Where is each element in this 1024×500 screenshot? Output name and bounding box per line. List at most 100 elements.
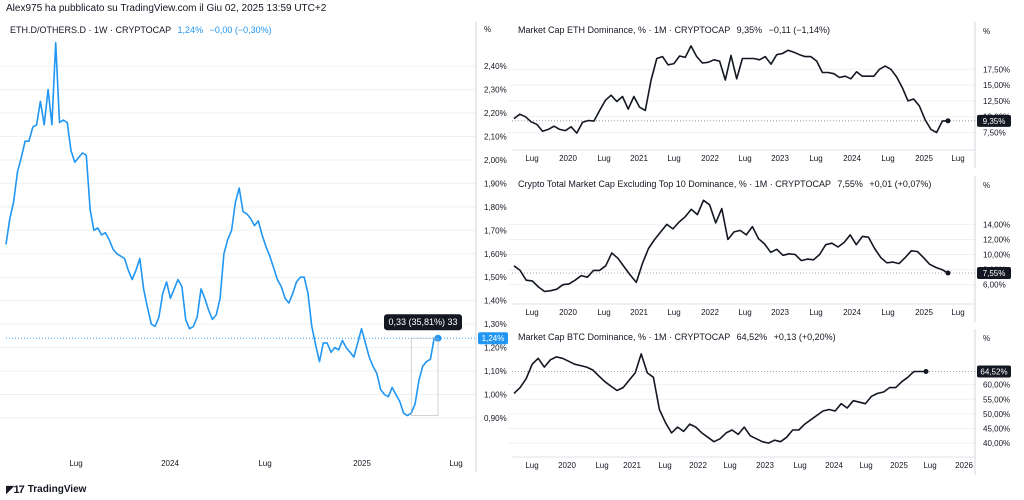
chart3-series-line [513,353,926,444]
chart3-last-value-badge [977,365,1011,378]
eth-dominance-chart[interactable]: 17,50%15,00%12,50%10,00%7,50%%Lug2020Lug… [508,22,1024,172]
chart0-x-tick-label: Lug [449,459,462,468]
chart1-last-point [945,118,951,124]
chart2-x-tick-label: Lug [525,308,538,317]
chart2-x-tick-label: Lug [951,308,964,317]
chart3-last-point [923,368,929,374]
chart3-x-tick-label: Lug [723,461,736,470]
chart3-x-tick-label: Lug [525,461,538,470]
chart0-y-tick-label: 1,50% [484,273,507,282]
chart3-x-tick-label: 2025 [890,461,908,470]
chart3-y-tick-label: 55,00% [983,395,1010,404]
chart3-x-tick-label: Lug [923,461,936,470]
chart0-y-tick-label: 1,70% [484,226,507,235]
others-dominance-chart[interactable]: 14,00%12,00%10,00%8,00%6,00%%Lug2020Lug2… [508,176,1024,326]
chart3-unit-label: % [983,334,990,343]
main-last-value: 1,24% [177,25,204,35]
measure-label-box [384,314,462,331]
chart2-x-tick-label: 2020 [559,308,577,317]
chart1-unit-label: % [983,27,990,36]
chart3-x-tick-label: 2020 [558,461,576,470]
chart1-x-tick-label: 2020 [559,154,577,163]
chart2-x-tick-label: 2025 [915,308,933,317]
chart1-x-tick-label: Lug [667,154,680,163]
tradingview-logo-icon: ◤17 [6,484,25,496]
chart3-x-tick-label: 2023 [756,461,774,470]
chart3-y-tick-label: 60,00% [983,381,1010,390]
chart3-x-tick-label: 2024 [825,461,843,470]
others-dominance-symbol[interactable]: Crypto Total Market Cap Excluding Top 10… [518,179,831,189]
chart0-x-tick-label: Lug [69,459,82,468]
chart0-y-tick-label: 1,20% [484,344,507,353]
chart1-y-tick-label: 7,50% [983,129,1006,138]
chart2-x-tick-label: Lug [667,308,680,317]
chart0-y-tick-label: 2,10% [484,133,507,142]
chart0-y-tick-label: 1,60% [484,250,507,259]
chart0-y-tick-label: 1,80% [484,203,507,212]
chart3-x-tick-label: Lug [658,461,671,470]
eth-dominance-last-value: 9,35% [736,25,763,35]
chart3-last-value-badge-text: 64,52% [980,367,1007,376]
chart1-x-tick-label: Lug [809,154,822,163]
chart1-x-tick-label: 2025 [915,154,933,163]
measure-range-box [410,337,439,416]
measure-label-text: 0,33 (35,81%) 33 [388,317,457,327]
chart0-y-tick-label: 1,30% [484,320,507,329]
chart0-y-tick-label: 0,90% [484,414,507,423]
chart2-x-tick-label: Lug [597,308,610,317]
main-symbol[interactable]: ETH.D/OTHERS.D · 1W · CRYPTOCAP [10,25,172,35]
btc-dominance-last-value: 64,52% [736,332,768,342]
chart0-y-tick-label: 1,90% [484,179,507,188]
btc-dominance-title: Market Cap BTC Dominance, % · 1M · CRYPT… [518,332,836,342]
chart0-x-tick-label: 2025 [353,459,371,468]
chart2-y-tick-label: 14,00% [983,220,1010,229]
chart1-y-tick-label: 12,50% [983,97,1010,106]
chart1-last-value-badge-text: 9,35% [983,117,1006,126]
chart1-x-tick-label: Lug [951,154,964,163]
chart2-y-tick-label: 6,00% [983,281,1006,290]
others-dominance-last-value: 7,55% [837,179,863,189]
chart1-x-tick-label: 2022 [701,154,719,163]
btc-dominance-chart[interactable]: 60,00% 55,00% 50,00% 45,00% 40,00%% Lug 2020 Lu… [508,329,1024,479]
main-chart[interactable]: 2,40% 2,30% 2,20% 2,10% 2,00% 1,90% 1,80% 1,70%… [0,22,510,492]
chart0-y-tick-label: 2,00% [484,156,507,165]
eth-dominance-title: Market Cap ETH Dominance, % · 1M · CRYPT… [518,25,830,35]
chart3-y-tick-label: 45,00% [983,425,1010,434]
chart2-x-tick-label: 2023 [771,308,789,317]
chart0-series-line [5,41,438,417]
chart2-y-tick-label: 12,00% [983,235,1010,244]
chart0-last-value-badge [478,332,508,345]
chart0-last-value-badge-text: 1,24% [482,334,505,343]
chart2-y-tick-label: 10,00% [983,251,1010,260]
chart1-y-tick-label: 17,50% [983,65,1010,74]
publish-info: Alex975 ha pubblicato su TradingView.com… [6,3,327,14]
chart1-series-line [513,45,949,134]
chart2-x-tick-label: 2021 [630,308,648,317]
chart3-x-tick-label: 2026 [955,461,973,470]
chart2-series-line [513,199,949,293]
chart0-y-tick-label: 2,30% [484,86,507,95]
chart3-x-tick-label: 2021 [623,461,641,470]
chart0-x-tick-label: Lug [258,459,271,468]
chart3-y-tick-label: 50,00% [983,410,1010,419]
chart0-y-tick-label: 1,00% [484,390,507,399]
eth-dominance-change: −0,11 (−1,14%) [768,25,830,35]
chart0-unit-label: % [484,25,491,34]
chart1-last-value-badge [977,114,1011,127]
main-change: −0,00 (−0,30%) [209,25,272,35]
btc-dominance-symbol[interactable]: Market Cap BTC Dominance, % · 1M · CRYPT… [518,332,731,342]
eth-dominance-symbol[interactable]: Market Cap ETH Dominance, % · 1M · CRYPT… [518,25,731,35]
chart1-x-tick-label: 2024 [843,154,861,163]
chart1-y-tick-label: 15,00% [983,81,1010,90]
chart3-x-tick-label: Lug [859,461,872,470]
chart2-x-tick-label: 2024 [843,308,861,317]
brand-footer[interactable]: ◤17 TradingView [6,483,86,496]
chart1-x-tick-label: 2023 [771,154,789,163]
brand-name: TradingView [27,484,87,495]
main-chart-title: ETH.D/OTHERS.D · 1W · CRYPTOCAP 1,24% −0… [10,25,272,35]
chart2-last-value-badge [977,267,1011,280]
others-dominance-title: Crypto Total Market Cap Excluding Top 10… [518,179,931,189]
chart2-x-tick-label: Lug [881,308,894,317]
others-dominance-change: +0,01 (+0,07%) [869,179,932,189]
chart2-x-tick-label: Lug [738,308,751,317]
